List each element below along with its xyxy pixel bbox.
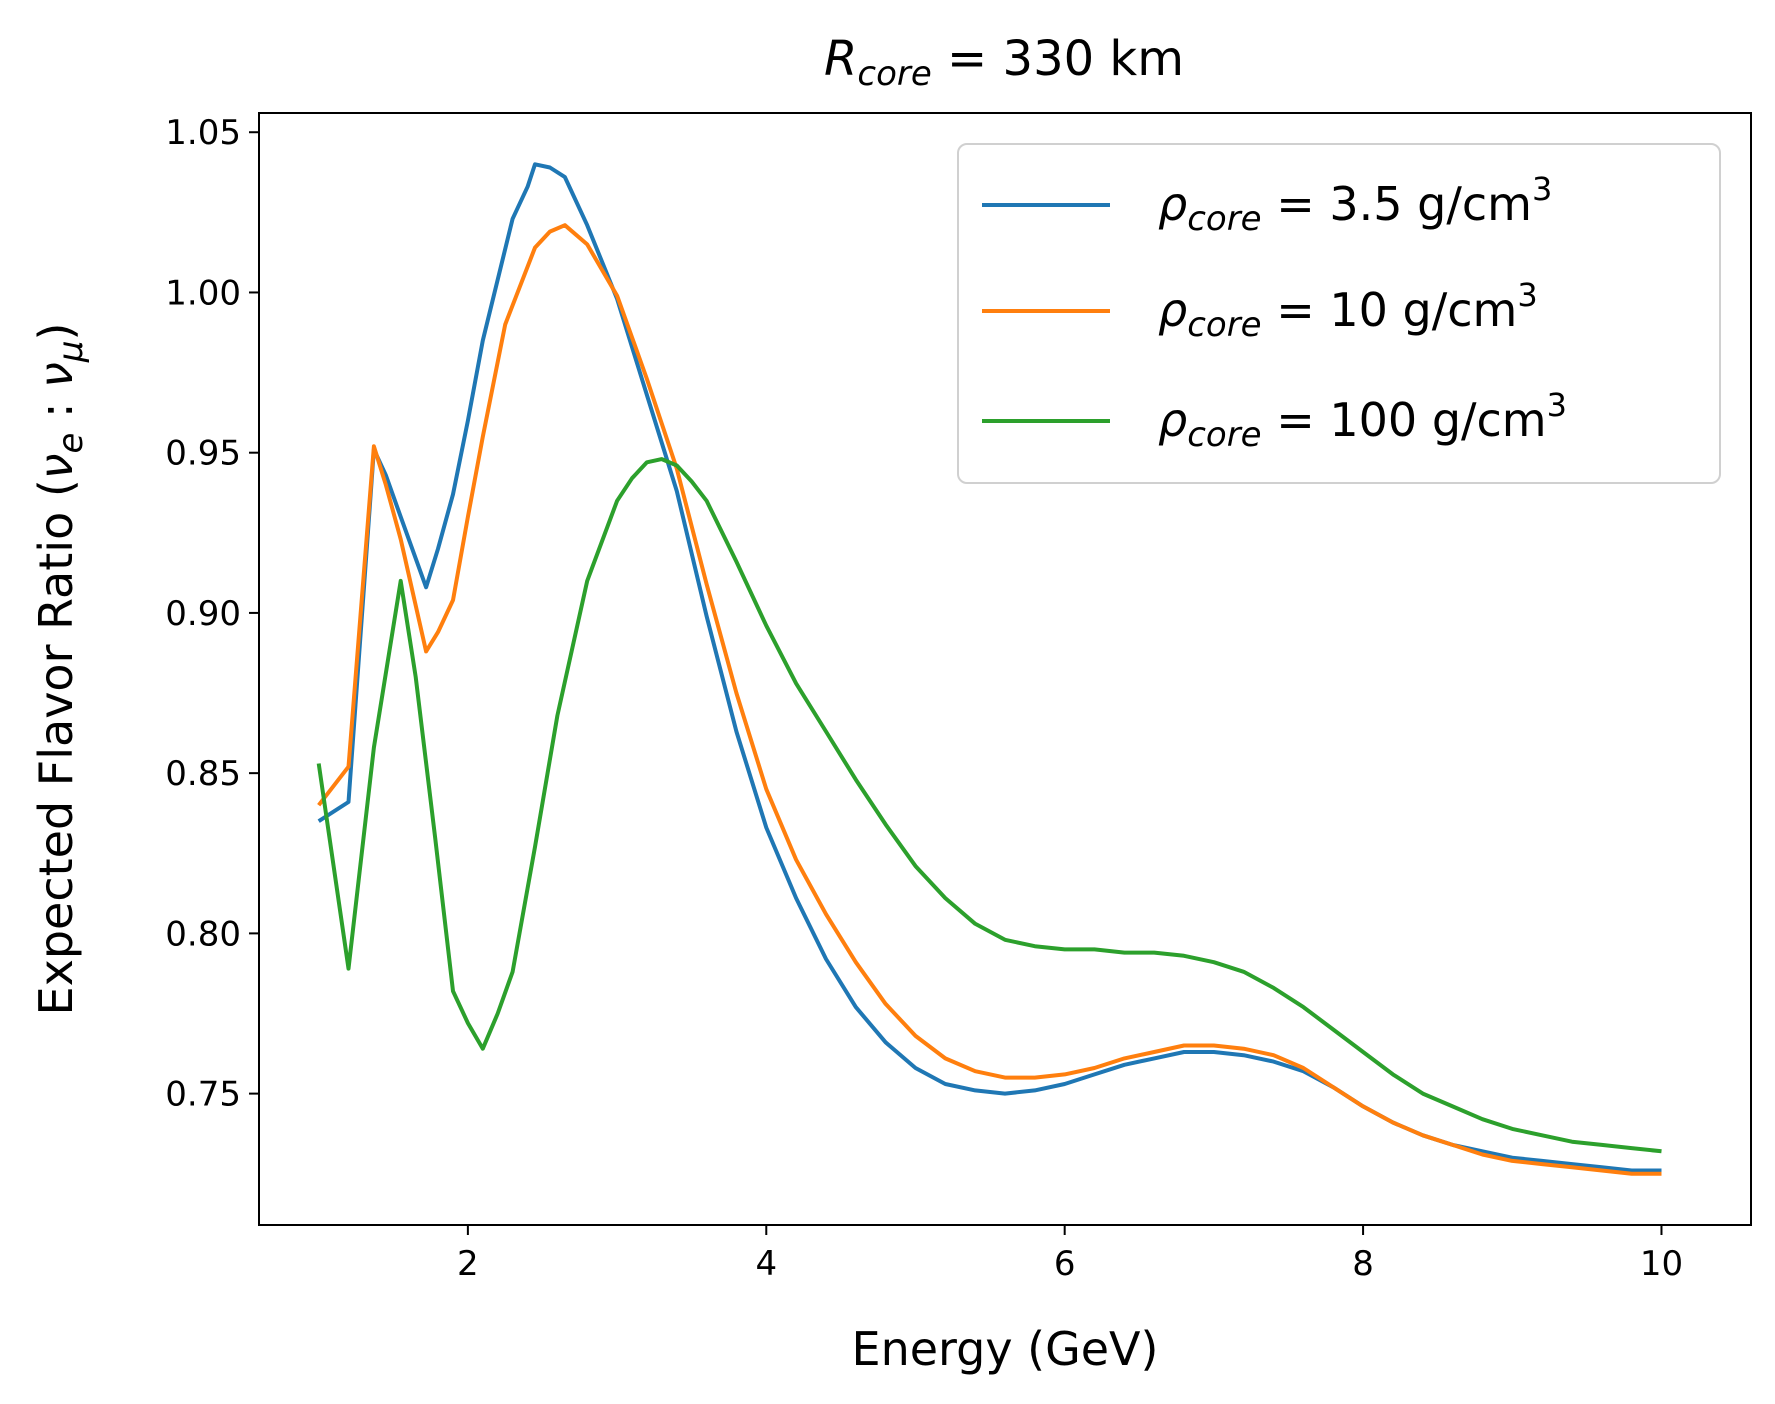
x-tick-label: 6 xyxy=(1054,1244,1076,1284)
y-tick-label: 0.90 xyxy=(165,594,241,634)
legend-subscript: core xyxy=(1187,199,1261,239)
legend-entry-10: ρcore = 10 g/cm3 xyxy=(1158,276,1538,345)
legend-rho: ρ xyxy=(1158,283,1187,337)
legend-box xyxy=(957,143,1721,484)
legend: ρcore = 3.5 g/cm3 ρcore = 10 g/cm3 ρcore… xyxy=(957,143,1721,484)
legend-superscript: 3 xyxy=(1547,386,1567,424)
legend-entry-3.5: ρcore = 3.5 g/cm3 xyxy=(1158,170,1552,239)
legend-superscript: 3 xyxy=(1517,276,1537,314)
x-axis: 2 4 6 8 10 xyxy=(457,1225,1683,1284)
legend-subscript: core xyxy=(1187,415,1261,455)
series-group xyxy=(316,162,1662,1176)
legend-value: = 100 g/cm xyxy=(1262,393,1547,447)
plot-area xyxy=(258,112,1752,1226)
y-tick-label: 0.75 xyxy=(165,1075,241,1115)
y-tick-label: 1.05 xyxy=(165,113,241,153)
x-tick-label: 2 xyxy=(457,1244,479,1284)
chart-title-subscript: core xyxy=(857,54,931,94)
legend-subscript: core xyxy=(1187,305,1261,345)
x-tick-label: 10 xyxy=(1640,1244,1683,1284)
y-tick-label: 0.95 xyxy=(165,434,241,474)
x-axis-label: Energy (GeV) xyxy=(852,1322,1159,1376)
legend-rho: ρ xyxy=(1158,393,1187,447)
y-axis: 0.75 0.80 0.85 0.90 0.95 1.00 1.05 xyxy=(165,113,259,1115)
chart-title-rest: = 330 km xyxy=(932,31,1184,87)
legend-value: = 3.5 g/cm xyxy=(1262,177,1532,231)
legend-entry-100: ρcore = 100 g/cm3 xyxy=(1158,386,1567,455)
x-tick-label: 8 xyxy=(1352,1244,1374,1284)
y-axis-label-sub-mu: μ xyxy=(51,341,91,364)
y-tick-label: 1.00 xyxy=(165,273,241,313)
y-tick-label: 0.85 xyxy=(165,754,241,794)
chart-title-symbol: R xyxy=(824,31,857,87)
series-line-1 xyxy=(317,223,1662,1176)
legend-rho: ρ xyxy=(1158,177,1187,231)
y-axis-label-nu-mu: ν xyxy=(29,362,83,388)
x-tick-label: 4 xyxy=(755,1244,777,1284)
legend-superscript: 3 xyxy=(1532,170,1552,208)
y-axis-label-prefix: Expected Flavor Ratio ( xyxy=(29,479,83,1015)
y-tick-label: 0.80 xyxy=(165,914,241,954)
y-axis-label-nu-e: ν xyxy=(29,454,83,480)
y-axis-label: Expected Flavor Ratio (νe : νμ) xyxy=(29,323,91,1016)
legend-value: = 10 g/cm xyxy=(1262,283,1518,337)
y-axis-label-sub-e: e xyxy=(51,433,91,454)
y-axis-label-colon: : xyxy=(29,388,83,433)
series-line-2 xyxy=(316,457,1662,1154)
chart-title: Rcore = 330 km xyxy=(824,31,1184,94)
y-axis-label-suffix: ) xyxy=(29,323,83,341)
